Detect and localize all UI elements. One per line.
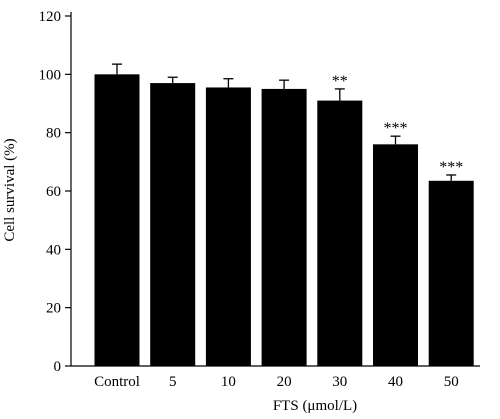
significance-label: ***	[439, 159, 463, 176]
bar	[317, 100, 363, 366]
y-tick-label: 40	[46, 242, 61, 258]
x-tick-label: 30	[332, 374, 347, 390]
bars-group	[94, 74, 474, 367]
bar	[428, 180, 474, 366]
y-tick-label: 0	[54, 359, 62, 375]
significance-label: **	[332, 73, 348, 90]
y-tick-label: 80	[46, 126, 61, 142]
y-axis-title: Cell survival (%)	[2, 138, 18, 241]
y-tick-label: 100	[39, 67, 62, 83]
x-tick-label: 5	[169, 374, 177, 390]
y-tick-label: 60	[46, 184, 61, 200]
x-tick-label: 40	[388, 374, 403, 390]
bar	[94, 74, 140, 366]
bar	[205, 87, 251, 366]
y-tick-label: 120	[39, 9, 62, 25]
x-tick-label: 50	[444, 374, 459, 390]
x-ticks-group: Control 5 10 20 30 40 50	[94, 374, 459, 390]
bar	[261, 88, 307, 367]
x-axis-title: FTS (μmol/L)	[273, 398, 357, 414]
significance-label: ***	[384, 120, 408, 137]
x-tick-label: 20	[277, 374, 292, 390]
x-tick-label: Control	[94, 374, 140, 390]
bar	[373, 144, 418, 366]
bar	[150, 83, 196, 366]
significance-group: ********	[332, 73, 463, 176]
x-tick-label: 10	[221, 374, 236, 390]
error-bars-group	[112, 63, 457, 181]
y-ticks-group: 0 20 40 60 80 100 120	[39, 9, 71, 375]
y-tick-label: 20	[46, 301, 61, 317]
axes-group	[70, 12, 480, 367]
